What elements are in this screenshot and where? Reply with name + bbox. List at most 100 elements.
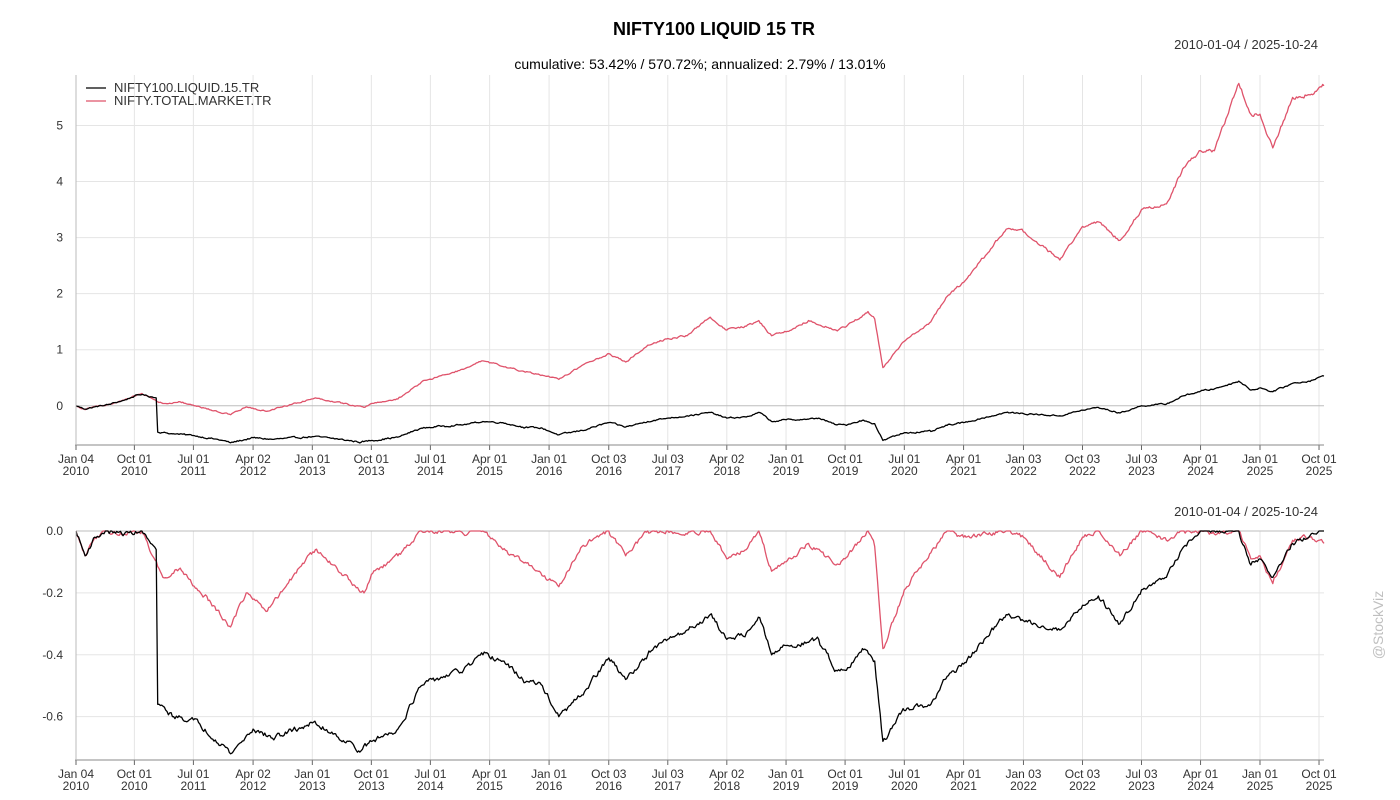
x-tick-label: Jul 01 2020 — [888, 767, 920, 793]
x-tick-label: Jul 01 2020 — [888, 452, 920, 478]
x-tick-label: Jan 03 2022 — [1005, 452, 1041, 478]
x-tick-label: Oct 01 2025 — [1301, 452, 1337, 478]
x-tick-line2: 2020 — [891, 779, 918, 793]
x-tick-line1: Jul 03 — [652, 452, 684, 466]
y-tick-label: 0.0 — [46, 524, 63, 538]
x-tick-label: Jul 03 2023 — [1125, 767, 1157, 793]
x-tick-label: Jan 01 2019 — [768, 767, 804, 793]
x-tick-label: Apr 02 2012 — [235, 767, 271, 793]
legend-label-liquid15: NIFTY100.LIQUID.15.TR — [114, 80, 259, 95]
bottom-date-range: 2010-01-04 / 2025-10-24 — [1174, 504, 1318, 519]
x-tick-line1: Oct 01 — [827, 452, 863, 466]
x-tick-label: Jan 01 2016 — [531, 452, 567, 478]
series-line-total-market — [75, 530, 1325, 650]
x-tick-label: Apr 01 2024 — [1183, 452, 1219, 478]
x-tick-line2: 2014 — [417, 464, 444, 478]
top-grid — [75, 75, 1324, 445]
x-tick-label: Jul 01 2014 — [414, 452, 446, 478]
x-tick-line1: Jul 01 — [888, 767, 920, 781]
x-tick-line1: Jul 01 — [888, 452, 920, 466]
x-tick-line2: 2022 — [1010, 779, 1037, 793]
x-tick-line1: Jan 01 — [294, 767, 330, 781]
y-tick-label: 3 — [56, 231, 63, 245]
x-tick-line1: Apr 01 — [946, 452, 982, 466]
x-tick-line2: 2021 — [950, 464, 977, 478]
bottom-panel-drawdowns: 2010-01-04 / 2025-10-24 Jan 04 2010 Oct 01… — [42, 504, 1337, 793]
x-tick-line1: Jan 01 — [768, 452, 804, 466]
x-tick-label: Apr 01 2024 — [1183, 767, 1219, 793]
x-tick-line1: Jul 01 — [177, 452, 209, 466]
bottom-series-lines — [75, 530, 1325, 755]
x-tick-line1: Oct 01 — [1301, 452, 1337, 466]
x-tick-label: Jul 03 2017 — [652, 767, 684, 793]
x-tick-label: Apr 02 2012 — [235, 452, 271, 478]
x-tick-line1: Apr 02 — [235, 767, 271, 781]
x-tick-label: Apr 01 2015 — [472, 452, 508, 478]
x-tick-line1: Oct 01 — [354, 452, 390, 466]
chart-title: NIFTY100 LIQUID 15 TR — [613, 19, 815, 39]
x-tick-label: Oct 01 2025 — [1301, 767, 1337, 793]
y-tick-label: 5 — [56, 118, 63, 132]
x-tick-line2: 2021 — [950, 779, 977, 793]
y-tick-label: 2 — [56, 287, 63, 301]
x-tick-label: Apr 02 2018 — [709, 452, 745, 478]
top-series-lines — [75, 82, 1325, 444]
x-tick-line2: 2010 — [63, 464, 90, 478]
x-tick-line2: 2016 — [595, 464, 622, 478]
x-tick-line2: 2025 — [1247, 779, 1274, 793]
x-tick-line2: 2014 — [417, 779, 444, 793]
x-tick-line2: 2012 — [240, 779, 267, 793]
x-tick-line1: Jan 01 — [531, 767, 567, 781]
x-tick-line1: Jan 04 — [58, 767, 94, 781]
series-line-liquid15 — [75, 530, 1324, 755]
x-tick-line1: Apr 02 — [709, 452, 745, 466]
series-line-total-market — [75, 82, 1325, 416]
y-tick-label: -0.2 — [42, 586, 63, 600]
x-tick-label: Jan 01 2016 — [531, 767, 567, 793]
x-tick-line2: 2013 — [299, 464, 326, 478]
top-date-range: 2010-01-04 / 2025-10-24 — [1174, 37, 1318, 52]
x-tick-line1: Oct 03 — [1065, 767, 1101, 781]
x-tick-label: Jan 01 2019 — [768, 452, 804, 478]
top-panel-cumulative-returns: NIFTY100 LIQUID 15 TR cumulative: 53.42%… — [56, 19, 1337, 478]
y-tick-label: 1 — [56, 343, 63, 357]
x-tick-line1: Jul 03 — [1125, 452, 1157, 466]
x-tick-line2: 2025 — [1306, 464, 1333, 478]
x-tick-label: Apr 02 2018 — [709, 767, 745, 793]
x-tick-line1: Apr 01 — [472, 767, 508, 781]
y-tick-label: -0.6 — [42, 710, 63, 724]
x-tick-label: Jul 03 2023 — [1125, 452, 1157, 478]
x-tick-line1: Jan 01 — [531, 452, 567, 466]
y-tick-label: -0.4 — [42, 648, 63, 662]
x-tick-line2: 2022 — [1069, 464, 1096, 478]
x-tick-line2: 2016 — [536, 779, 563, 793]
x-tick-line2: 2010 — [121, 464, 148, 478]
top-y-axis: 0 1 2 3 4 5 — [56, 75, 77, 445]
x-tick-label: Oct 01 2013 — [354, 767, 390, 793]
x-tick-label: Jan 01 2025 — [1242, 452, 1278, 478]
x-tick-line1: Oct 03 — [591, 452, 627, 466]
x-tick-line1: Apr 02 — [235, 452, 271, 466]
x-tick-line1: Jan 01 — [294, 452, 330, 466]
x-tick-line1: Apr 01 — [1183, 767, 1219, 781]
x-tick-label: Jan 04 2010 — [58, 452, 94, 478]
x-tick-label: Jan 04 2010 — [58, 767, 94, 793]
x-tick-label: Jul 01 2011 — [177, 767, 209, 793]
x-tick-line1: Jan 04 — [58, 452, 94, 466]
x-tick-line2: 2017 — [654, 779, 681, 793]
x-tick-line1: Oct 01 — [1301, 767, 1337, 781]
series-line-liquid15 — [75, 375, 1325, 444]
x-tick-line2: 2025 — [1247, 464, 1274, 478]
x-tick-line1: Jan 03 — [1005, 767, 1041, 781]
x-tick-line1: Jan 01 — [1242, 767, 1278, 781]
x-tick-line2: 2010 — [63, 779, 90, 793]
x-tick-line2: 2016 — [595, 779, 622, 793]
x-tick-line1: Jul 03 — [652, 767, 684, 781]
x-tick-line1: Jan 01 — [1242, 452, 1278, 466]
legend: NIFTY100.LIQUID.15.TR NIFTY.TOTAL.MARKET… — [86, 80, 271, 108]
x-tick-line1: Apr 02 — [709, 767, 745, 781]
x-tick-line2: 2019 — [832, 464, 859, 478]
x-tick-label: Jan 03 2022 — [1005, 767, 1041, 793]
